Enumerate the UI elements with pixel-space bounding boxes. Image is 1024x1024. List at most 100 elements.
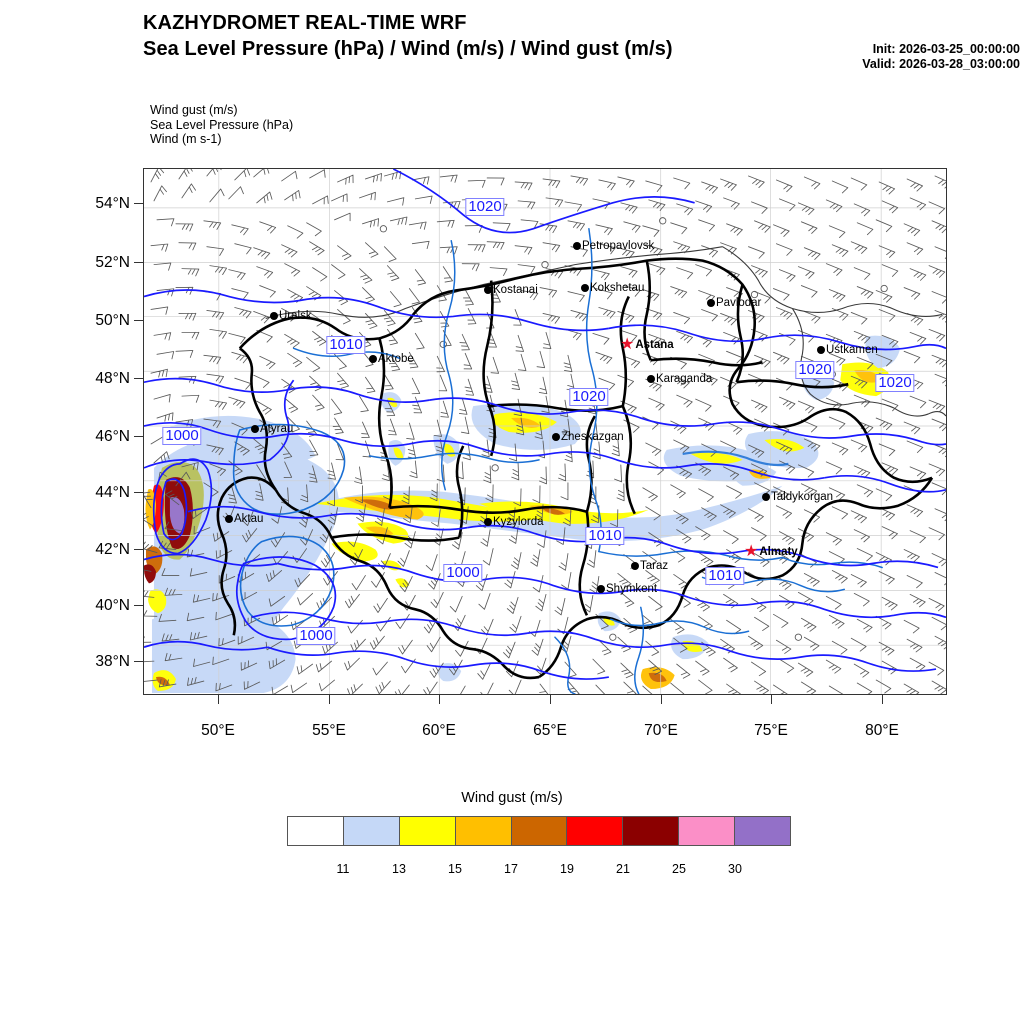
lat-tick <box>134 203 143 204</box>
lon-label: 60°E <box>422 722 456 739</box>
city-marker-astana: ★ Astana <box>620 335 674 353</box>
city-dot-icon <box>762 493 770 501</box>
isobar-label: 1020 <box>465 198 505 216</box>
isobar-label: 1010 <box>326 336 366 354</box>
lon-tick <box>661 695 662 704</box>
city-label: Atyrau <box>260 423 294 435</box>
lat-label: 48°N <box>95 370 130 387</box>
colorbar-title: Wind gust (m/s) <box>461 790 563 806</box>
city-label: Petropavlovsk <box>582 240 655 252</box>
city-dot-icon <box>484 286 492 294</box>
lat-tick <box>134 549 143 550</box>
lat-label: 38°N <box>95 653 130 670</box>
colorbar-tick-label: 11 <box>336 862 350 876</box>
colorbar[interactable] <box>287 816 791 846</box>
isobar-label: 1010 <box>585 527 625 545</box>
lat-label: 44°N <box>95 484 130 501</box>
city-dot-icon <box>369 355 377 363</box>
city-label: Aktobe <box>378 353 414 365</box>
city-marker-shymkent: Shymkent <box>597 583 657 595</box>
colorbar-tick-label: 25 <box>672 862 686 876</box>
colorbar-swatch-0[interactable] <box>288 817 344 845</box>
city-marker-aktau: Aktau <box>225 513 263 525</box>
lat-label: 40°N <box>95 597 130 614</box>
city-label: Kokshetau <box>590 282 645 294</box>
city-label: Ustkamen <box>826 344 878 356</box>
lat-label: 52°N <box>95 254 130 271</box>
city-marker-almaty: ★ Almaty <box>744 543 798 559</box>
lon-label: 70°E <box>644 722 678 739</box>
lon-tick <box>550 695 551 704</box>
lon-label: 50°E <box>201 722 235 739</box>
colorbar-swatch-5[interactable] <box>567 817 624 845</box>
lon-tick <box>218 695 219 704</box>
colorbar-tick-label: 15 <box>448 862 462 876</box>
city-marker-kokshetau: Kokshetau <box>581 282 644 294</box>
city-dot-icon <box>581 284 589 292</box>
city-marker-aktobe: Aktobe <box>369 353 414 365</box>
isobar-label: 1000 <box>443 564 483 582</box>
lat-tick <box>134 262 143 263</box>
city-marker-petropavlovsk: Petropavlovsk <box>573 240 654 252</box>
colorbar-tick-label: 21 <box>616 862 630 876</box>
city-marker-taldykorgan: Taldykorgan <box>762 491 833 503</box>
lon-tick <box>771 695 772 704</box>
field-legend-wind: Wind (m s-1) <box>150 132 222 147</box>
city-dot-icon <box>597 585 605 593</box>
colorbar-swatch-2[interactable] <box>399 817 456 845</box>
isobar-label: 1020 <box>795 361 835 379</box>
city-dot-icon <box>225 515 233 523</box>
colorbar-swatch-3[interactable] <box>455 817 512 845</box>
city-label: Kyzylorda <box>493 516 544 528</box>
lon-label: 75°E <box>754 722 788 739</box>
field-legend: Wind gust (m/s) Sea Level Pressure (hPa)… <box>150 103 293 147</box>
page-title: KAZHYDROMET REAL-TIME WRF Sea Level Pres… <box>143 10 673 62</box>
isobar-label: 1020 <box>569 388 609 406</box>
city-marker-uralsk: Uralsk <box>270 310 312 322</box>
lon-label: 55°E <box>312 722 346 739</box>
isobar-label: 1000 <box>296 627 336 645</box>
city-label: Uralsk <box>279 310 312 322</box>
city-dot-icon <box>270 312 278 320</box>
colorbar-swatch-1[interactable] <box>343 817 400 845</box>
lon-label: 65°E <box>533 722 567 739</box>
lat-label: 42°N <box>95 541 130 558</box>
colorbar-swatch-7[interactable] <box>679 817 736 845</box>
colorbar-swatch-8[interactable] <box>735 817 791 845</box>
city-dot-icon <box>251 425 259 433</box>
city-marker-zheskazgan: Zheskazgan <box>552 431 624 443</box>
city-label: Kostanai <box>493 284 538 296</box>
city-dot-icon <box>552 433 560 441</box>
city-label: Astana <box>635 339 674 351</box>
city-marker-ustkamen: Ustkamen <box>817 344 878 356</box>
capital-star-icon: ★ <box>620 335 635 353</box>
colorbar-tick-label: 30 <box>728 862 742 876</box>
init-timestamp: Init: 2026-03-25_00:00:00 <box>872 42 1020 56</box>
lon-tick <box>329 695 330 704</box>
city-label: Zheskazgan <box>561 431 624 443</box>
lat-tick <box>134 378 143 379</box>
colorbar-swatch-4[interactable] <box>511 817 568 845</box>
isobar-label: 1000 <box>162 427 202 445</box>
lat-label: 54°N <box>95 195 130 212</box>
city-dot-icon <box>647 375 655 383</box>
lat-tick <box>134 605 143 606</box>
title-line-1: KAZHYDROMET REAL-TIME WRF <box>143 12 467 34</box>
colorbar-tick-label: 19 <box>560 862 574 876</box>
lat-tick <box>134 492 143 493</box>
isobar-contour-layer <box>144 169 946 680</box>
city-marker-kyzylorda: Kyzylorda <box>484 516 544 528</box>
lon-tick <box>882 695 883 704</box>
lon-label: 80°E <box>865 722 899 739</box>
map-plot-area[interactable]: Petropavlovsk Kostanai Kokshetau Pavlodar Ur… <box>143 168 947 695</box>
field-legend-windgust: Wind gust (m/s) <box>150 103 238 117</box>
colorbar-swatch-6[interactable] <box>623 817 680 845</box>
city-marker-kostanai: Kostanai <box>484 284 538 296</box>
city-label: Almaty <box>759 546 798 558</box>
city-label: Aktau <box>234 513 264 525</box>
run-timestamps: Init: 2026-03-25_00:00:00 Valid: 2026-03… <box>770 42 1020 72</box>
field-legend-slp: Sea Level Pressure (hPa) <box>150 117 294 132</box>
city-dot-icon <box>707 299 715 307</box>
city-dot-icon <box>631 562 639 570</box>
lat-tick <box>134 320 143 321</box>
